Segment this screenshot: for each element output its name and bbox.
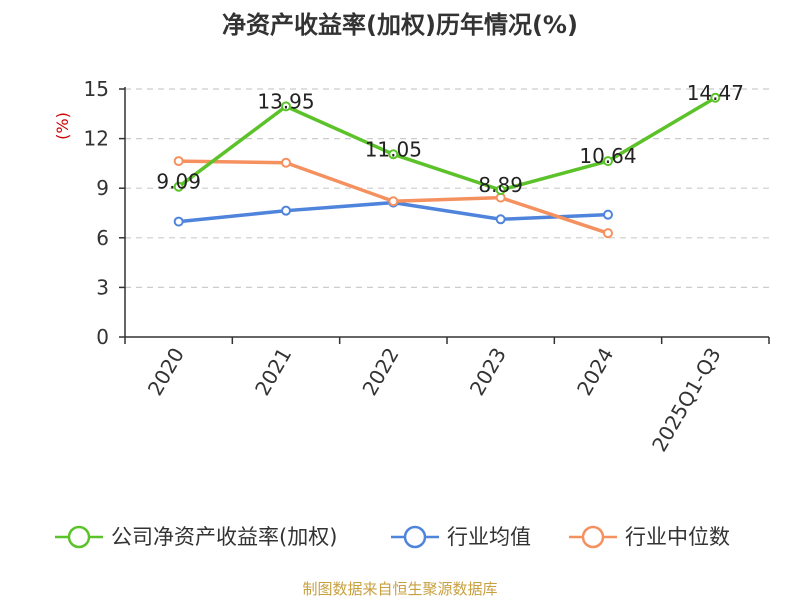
y-tick-label: 0	[96, 325, 109, 349]
legend-item: 行业中位数	[569, 525, 730, 549]
data-point	[173, 156, 184, 167]
data-point	[495, 214, 506, 225]
y-tick-label: 6	[96, 226, 109, 250]
data-label: 11.05	[365, 137, 422, 161]
data-label: 10.64	[579, 144, 636, 168]
data-point	[603, 156, 613, 167]
data-point	[388, 196, 399, 207]
series-2	[173, 156, 613, 239]
grid-lines	[125, 88, 769, 288]
x-tick-label: 2022	[357, 344, 403, 400]
y-tick-label: 12	[84, 127, 109, 151]
legend-swatch-marker	[67, 525, 91, 549]
series-line	[177, 96, 717, 192]
data-point	[281, 157, 291, 168]
x-tick-label: 2025Q1-Q3	[647, 344, 726, 456]
x-tick-label: 2023	[465, 343, 511, 399]
data-point	[173, 216, 184, 227]
chart-title: 净资产收益率(加权)历年情况(%)	[222, 11, 578, 39]
axes: 0 3 6 9 12 15 2020 2021 2022 2023 2024 2025Q1-Q3	[84, 77, 770, 456]
legend-label: 公司净资产收益率(加权)	[111, 525, 337, 549]
data-label: 8.89	[478, 173, 523, 197]
data-labels: 9.09 13.95 11.05 8.89 10.64 14.47	[156, 81, 744, 197]
data-label: 9.09	[156, 170, 201, 194]
data-label: 14.47	[687, 81, 744, 105]
y-tick-label: 3	[96, 275, 109, 299]
y-tick-label: 15	[84, 77, 109, 101]
x-tick-label: 2020	[143, 344, 189, 400]
legend-item: 行业均值	[391, 525, 531, 549]
data-point	[603, 209, 613, 220]
data-point	[388, 149, 399, 160]
y-axis-label: (%)	[53, 112, 72, 140]
legend-swatch-marker	[403, 525, 427, 549]
data-point	[603, 228, 613, 239]
data-point	[281, 101, 291, 112]
x-tick-label: 2024	[572, 344, 618, 400]
series-0	[173, 92, 721, 196]
legend-swatch-marker	[581, 525, 605, 549]
data-point	[173, 181, 184, 192]
x-tick-label: 2021	[250, 344, 296, 400]
data-point	[495, 185, 506, 196]
legend: 公司净资产收益率(加权) 行业均值 行业中位数	[55, 525, 730, 549]
data-point	[281, 205, 291, 216]
source-note: 制图数据来自恒生聚源数据库	[302, 580, 497, 598]
y-tick-label: 9	[96, 176, 109, 200]
series-lines	[173, 92, 721, 239]
legend-label: 行业中位数	[625, 525, 730, 549]
data-point	[710, 92, 721, 103]
legend-item: 公司净资产收益率(加权)	[55, 525, 337, 549]
data-label: 13.95	[257, 89, 314, 113]
legend-label: 行业均值	[447, 525, 531, 549]
